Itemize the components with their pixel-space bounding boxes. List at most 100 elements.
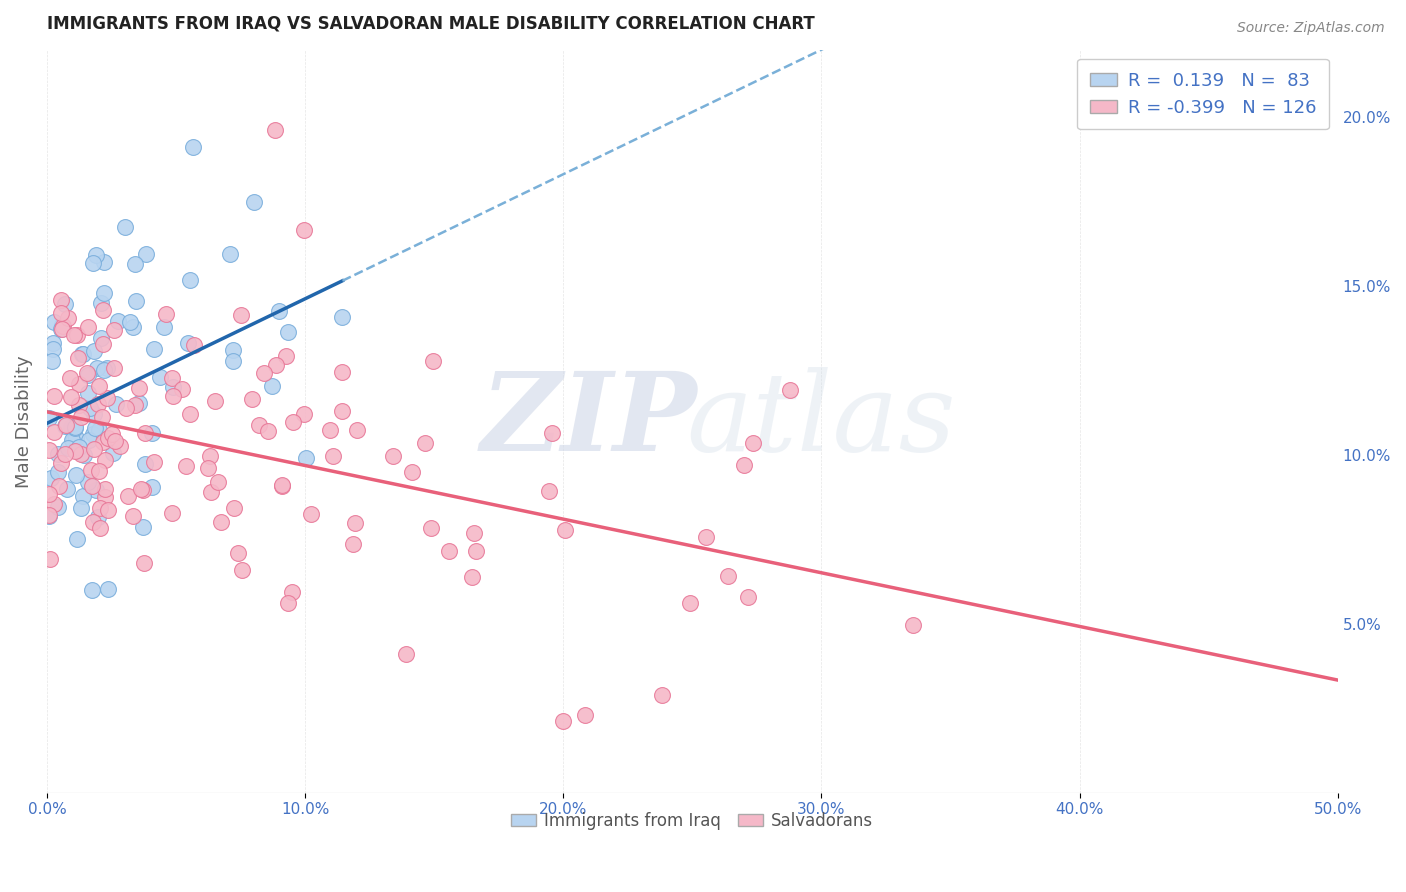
Point: [60, 420, 83, 434]
Point: [276, 349, 298, 363]
Point: [38, 508, 60, 523]
Point: [42, 425, 65, 439]
Point: [141, 425, 163, 440]
Point: [143, 342, 166, 356]
Point: [207, 475, 229, 489]
Point: [269, 303, 291, 318]
Point: [97, 582, 120, 597]
Point: [295, 450, 318, 465]
Point: [91, 434, 114, 449]
Point: [86, 397, 108, 411]
Text: Source: ZipAtlas.com: Source: ZipAtlas.com: [1237, 21, 1385, 35]
Point: [53, 447, 76, 461]
Point: [395, 647, 418, 661]
Point: [86, 248, 108, 262]
Point: [38, 486, 60, 500]
Point: [84, 483, 107, 497]
Point: [38, 552, 60, 566]
Point: [204, 393, 226, 408]
Point: [322, 449, 344, 463]
Point: [219, 246, 242, 260]
Point: [540, 425, 562, 440]
Point: [103, 361, 125, 376]
Point: [105, 397, 128, 411]
Point: [209, 516, 232, 530]
Point: [179, 407, 201, 421]
Point: [90, 331, 112, 345]
Point: [67, 377, 90, 392]
Point: [695, 530, 717, 544]
Point: [60, 433, 83, 447]
Point: [94, 452, 117, 467]
Point: [84, 421, 107, 435]
Point: [742, 436, 765, 450]
Point: [143, 454, 166, 468]
Point: [115, 401, 138, 415]
Point: [55, 417, 77, 432]
Point: [118, 315, 141, 329]
Point: [67, 398, 90, 412]
Point: [83, 407, 105, 421]
Point: [271, 479, 294, 493]
Point: [96, 392, 118, 406]
Point: [129, 482, 152, 496]
Point: [330, 403, 353, 417]
Point: [66, 351, 89, 366]
Point: [59, 370, 82, 384]
Point: [903, 618, 925, 632]
Point: [77, 475, 100, 489]
Point: [63, 420, 86, 434]
Point: [66, 532, 89, 546]
Point: [82, 427, 104, 442]
Point: [271, 477, 294, 491]
Point: [89, 500, 111, 515]
Point: [221, 354, 243, 368]
Point: [103, 434, 125, 448]
Point: [79, 463, 101, 477]
Point: [437, 544, 460, 558]
Point: [94, 482, 117, 496]
Point: [162, 389, 184, 403]
Point: [55, 297, 77, 311]
Point: [114, 219, 136, 234]
Point: [41, 342, 63, 356]
Point: [90, 296, 112, 310]
Point: [132, 556, 155, 570]
Point: [292, 223, 315, 237]
Point: [292, 407, 315, 421]
Point: [56, 482, 79, 496]
Point: [277, 325, 299, 339]
Point: [551, 714, 574, 728]
Point: [72, 489, 94, 503]
Point: [65, 443, 87, 458]
Point: [51, 321, 73, 335]
Point: [44, 497, 66, 511]
Point: [124, 398, 146, 412]
Point: [117, 489, 139, 503]
Point: [124, 257, 146, 271]
Legend: Immigrants from Iraq, Salvadorans: Immigrants from Iraq, Salvadorans: [505, 805, 880, 837]
Point: [344, 516, 367, 531]
Point: [87, 510, 110, 524]
Point: [170, 382, 193, 396]
Point: [160, 371, 183, 385]
Point: [281, 585, 304, 599]
Point: [44, 315, 66, 329]
Point: [42, 335, 65, 350]
Point: [65, 468, 87, 483]
Point: [733, 458, 755, 473]
Point: [243, 195, 266, 210]
Point: [651, 688, 673, 702]
Point: [100, 427, 122, 442]
Point: [132, 483, 155, 498]
Point: [346, 424, 368, 438]
Point: [89, 521, 111, 535]
Point: [51, 306, 73, 320]
Point: [90, 409, 112, 424]
Point: [128, 396, 150, 410]
Point: [107, 314, 129, 328]
Point: [70, 347, 93, 361]
Point: [197, 460, 219, 475]
Point: [96, 503, 118, 517]
Y-axis label: Male Disability: Male Disability: [15, 355, 32, 488]
